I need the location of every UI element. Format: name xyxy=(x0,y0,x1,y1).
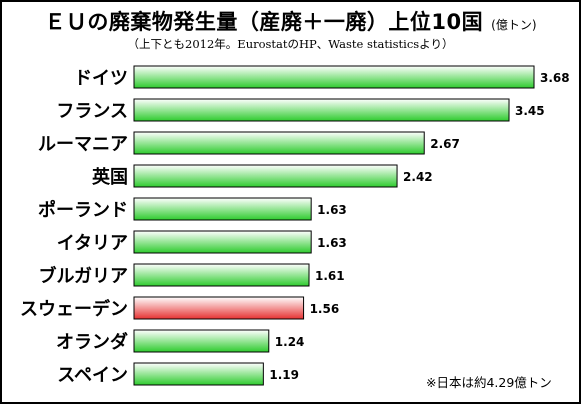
value-label: 1.61 xyxy=(315,269,345,283)
bar xyxy=(133,164,398,188)
category-label: ポーランド xyxy=(38,199,128,221)
bar xyxy=(133,362,264,386)
bar xyxy=(133,98,510,122)
value-label: 1.63 xyxy=(317,203,347,217)
bars-group: ドイツ 3.68 フランス 3.45 ルーマニア 2.67 英国 2.42 ポーランド 1.63 イ… xyxy=(20,65,570,386)
category-label: オランダ xyxy=(56,331,128,353)
category-label: ブルガリア xyxy=(39,265,128,287)
bar xyxy=(133,263,310,287)
category-label: スウェーデン xyxy=(20,298,128,320)
bar-highlighted xyxy=(133,296,305,320)
category-label: スペイン xyxy=(57,365,128,386)
bar xyxy=(133,65,535,89)
chart-title-row: ＥＵの廃棄物発生量（産廃＋一廃）上位10国 (億トン) xyxy=(2,6,579,36)
bar xyxy=(133,230,312,254)
chart-unit: (億トン) xyxy=(491,18,537,32)
value-label: 1.19 xyxy=(269,368,299,382)
chart-subtitle: （上下とも2012年。EurostatのHP、Waste statisticsよ… xyxy=(127,37,454,51)
value-label: 1.24 xyxy=(275,335,305,349)
value-label: 2.67 xyxy=(430,137,460,151)
category-label: 英国 xyxy=(91,166,128,188)
footnote: ※日本は約4.29億トン xyxy=(426,375,552,390)
chart-title: ＥＵの廃棄物発生量（産廃＋一廃）上位10国 xyxy=(44,10,484,34)
value-label: 3.45 xyxy=(515,104,545,118)
category-label: フランス xyxy=(56,101,128,122)
category-label: ルーマニア xyxy=(38,134,128,155)
value-label: 1.63 xyxy=(317,236,347,250)
category-label: ドイツ xyxy=(74,68,128,89)
category-label: イタリア xyxy=(57,233,128,254)
bar xyxy=(133,329,270,353)
value-label: 3.68 xyxy=(540,71,570,85)
bar xyxy=(133,131,425,155)
value-label: 1.56 xyxy=(310,302,340,316)
bar xyxy=(133,197,312,221)
value-label: 2.42 xyxy=(403,170,433,184)
